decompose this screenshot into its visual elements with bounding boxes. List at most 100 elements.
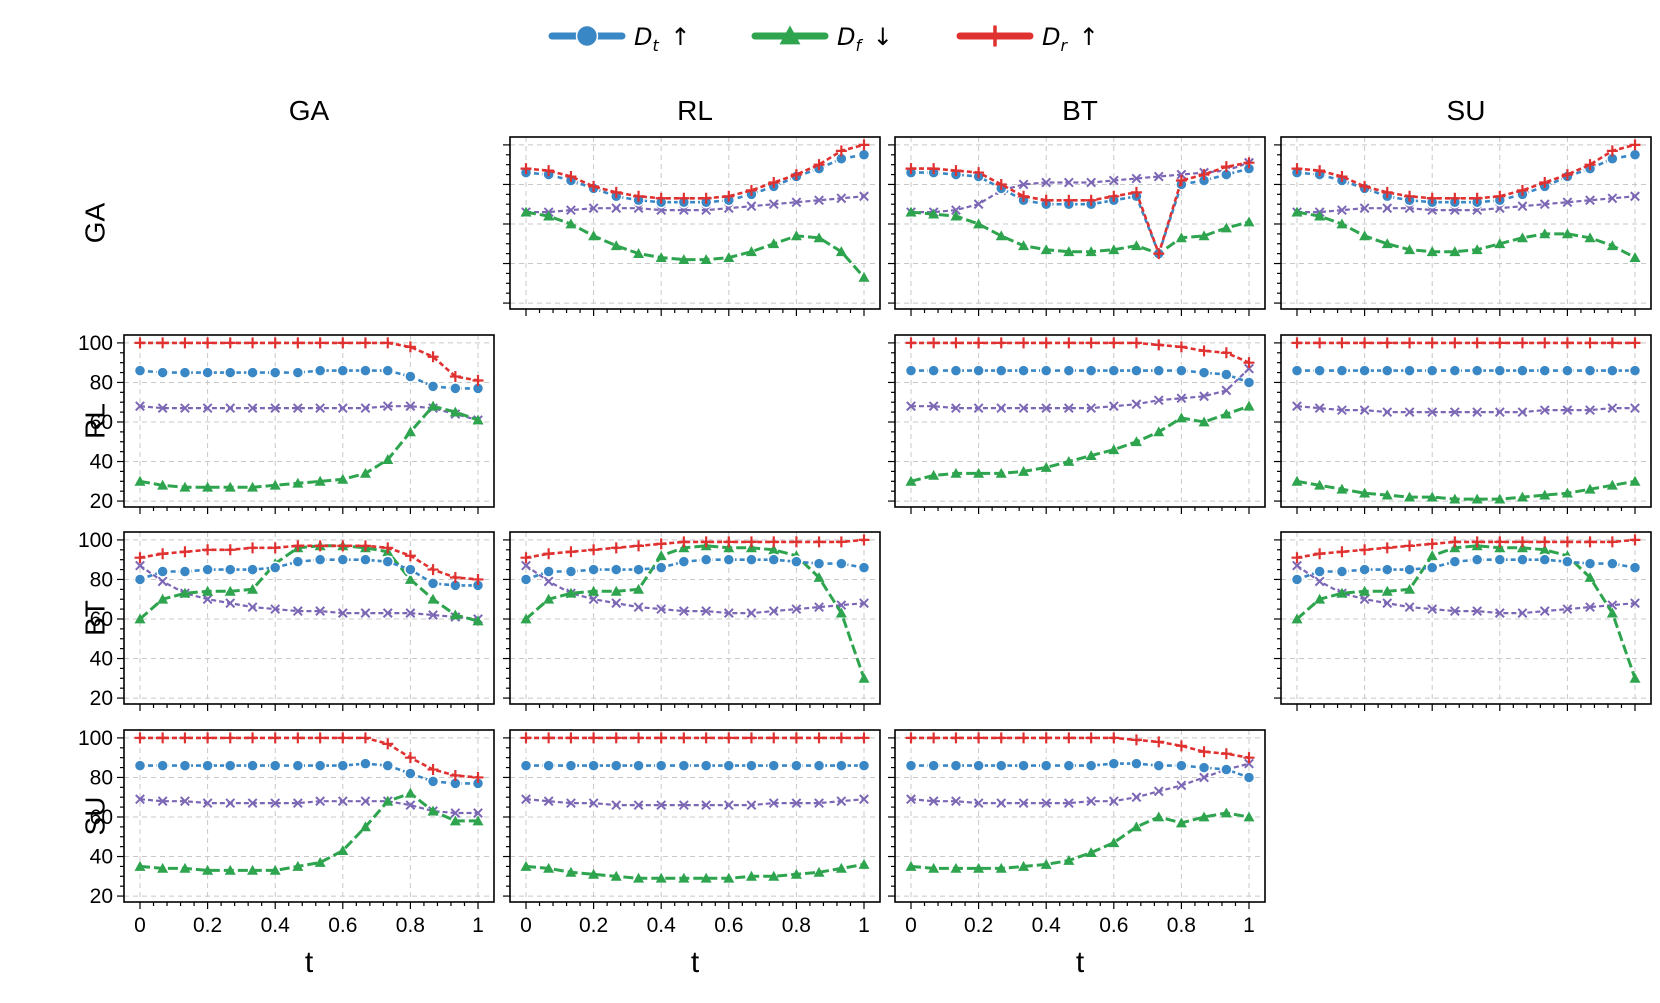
point-x [1063, 177, 1074, 188]
point-Df [1040, 244, 1052, 255]
point-Dr [1243, 357, 1255, 369]
col-title-SU: SU [1447, 95, 1486, 126]
point-Df [1291, 475, 1303, 486]
point-Dr [1516, 184, 1528, 196]
series-line-Df [139, 791, 478, 872]
point-Dr [745, 732, 757, 744]
series-line-Dr [911, 736, 1250, 759]
col-title-BT: BT [1062, 95, 1098, 126]
point-Dt [1175, 364, 1188, 377]
point-x [247, 403, 258, 414]
point-Df [745, 246, 757, 257]
series-line-Dr [140, 736, 479, 779]
series-line-Dr [1296, 538, 1636, 559]
point-Dt [223, 759, 237, 772]
point-Dr [543, 732, 555, 744]
point-Df [1606, 479, 1618, 490]
x-tick-label: 0 [134, 914, 146, 937]
point-x [814, 195, 824, 206]
point-x [1607, 403, 1618, 414]
point-Df [1584, 232, 1596, 243]
series-line-x [1297, 195, 1636, 214]
point-x [906, 401, 916, 412]
point-Dr [745, 184, 757, 196]
point-Dr [768, 732, 780, 744]
point-Dt [835, 557, 848, 570]
point-Dr [337, 337, 349, 349]
panel-SU-RL: 0 0.2 0.4 0.6 0.8 1 t [503, 729, 881, 979]
legend-main: D [634, 23, 652, 51]
point-Dt [722, 553, 736, 566]
point-x [1404, 602, 1415, 613]
point-Dr [1018, 732, 1030, 744]
point-Dt [178, 366, 192, 379]
series-line-x [1296, 405, 1635, 414]
panel-BT-SU [1274, 531, 1652, 711]
point-x [1176, 780, 1187, 791]
point-Dr [768, 536, 780, 548]
point-Df [1336, 483, 1348, 494]
point-Df [1314, 479, 1326, 490]
point-Df [134, 475, 146, 486]
point-x [656, 604, 667, 615]
point-x [1517, 608, 1528, 618]
point-x [247, 602, 258, 613]
point-Dt [1448, 364, 1462, 377]
point-Dt [1220, 763, 1233, 776]
point-Dr [588, 732, 600, 744]
series-line-Dr [911, 341, 1250, 364]
point-Dt [404, 767, 417, 780]
point-Dr [337, 732, 349, 744]
point-Df [1108, 244, 1120, 255]
point-Dr [1040, 194, 1052, 206]
point-Dr [1426, 192, 1438, 204]
point-Dr [790, 732, 802, 744]
panel-RL-SU [1274, 334, 1652, 514]
series-line-Df [1296, 544, 1637, 679]
series-line-x [1296, 564, 1636, 615]
legend-item-Dt: Dt ↑ [548, 23, 691, 55]
point-Df [359, 821, 371, 832]
point-Dt [1628, 561, 1642, 574]
point-x [566, 205, 576, 216]
point-Dr [179, 546, 191, 558]
point-Df [1063, 456, 1075, 466]
point-x [768, 798, 779, 809]
point-Dr [134, 337, 146, 349]
point-Dt [1130, 757, 1143, 770]
point-Df [1584, 483, 1596, 494]
point-Dr [337, 540, 349, 552]
point-x [450, 808, 461, 818]
point-x [1585, 195, 1595, 206]
point-Dt [857, 561, 871, 574]
point-Dr [1471, 192, 1483, 204]
point-Df [543, 593, 555, 604]
point-Df [678, 872, 690, 883]
point-Dr [1314, 548, 1326, 560]
point-Dt [927, 364, 940, 377]
point-Df [269, 864, 281, 875]
point-Dr [1085, 337, 1097, 349]
point-Df [700, 254, 712, 264]
point-Dt [1493, 364, 1507, 377]
point-Dt [1152, 759, 1166, 772]
point-x [1427, 604, 1438, 615]
point-Dr [1336, 546, 1348, 558]
point-Dt [291, 555, 305, 568]
point-Dr [950, 732, 962, 744]
point-Dt [632, 759, 645, 772]
series-line-x [911, 161, 1250, 214]
point-x [678, 606, 689, 616]
point-x [1108, 401, 1119, 412]
point-Df [633, 248, 645, 259]
point-Dr [1381, 542, 1393, 554]
point-Df [1198, 230, 1210, 241]
point-Df [950, 467, 962, 478]
point-Dr [723, 536, 735, 548]
point-Dt [609, 563, 623, 576]
point-Dt [381, 555, 395, 568]
point-Dt [699, 553, 713, 566]
series-line-Dt [1296, 558, 1636, 581]
point-Dr [1314, 337, 1326, 349]
point-Dt [1538, 553, 1552, 566]
